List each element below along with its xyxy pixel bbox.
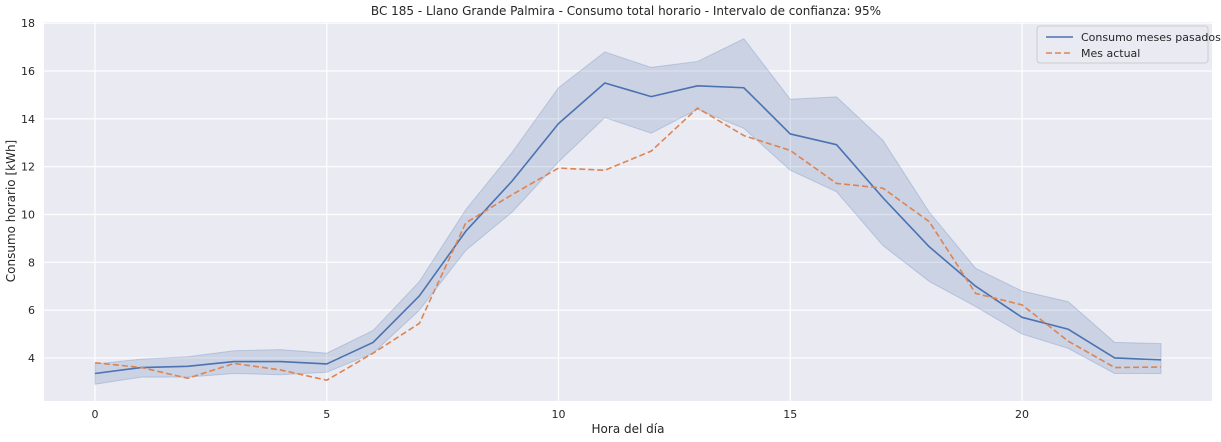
y-tick-label: 4 xyxy=(28,352,35,365)
y-tick-label: 16 xyxy=(21,65,35,78)
legend-label-series-1: Mes actual xyxy=(1081,47,1140,60)
y-tick-label: 10 xyxy=(21,208,35,221)
legend-label-series-0: Consumo meses pasados xyxy=(1081,31,1221,44)
y-tick-label: 12 xyxy=(21,161,35,174)
plot-area xyxy=(44,22,1212,401)
y-tick-label: 18 xyxy=(21,17,35,30)
x-axis-title: Hora del día xyxy=(592,422,665,436)
x-tick-label: 0 xyxy=(91,408,98,421)
legend-box xyxy=(1036,25,1209,64)
series-line-0 xyxy=(94,82,1162,375)
x-tick-label: 15 xyxy=(783,408,797,421)
y-tick-label: 14 xyxy=(21,113,35,126)
confidence-band-series-0 xyxy=(94,38,1162,385)
x-tick-label: 20 xyxy=(1015,408,1029,421)
chart-title: BC 185 - Llano Grande Palmira - Consumo … xyxy=(371,4,881,18)
x-tick-label: 5 xyxy=(323,408,330,421)
y-tick-label: 8 xyxy=(28,256,35,269)
y-tick-label: 6 xyxy=(28,304,35,317)
series-line-1 xyxy=(94,107,1162,382)
x-tick-label: 10 xyxy=(551,408,565,421)
y-axis-title: Consumo horario [kWh] xyxy=(4,140,18,282)
